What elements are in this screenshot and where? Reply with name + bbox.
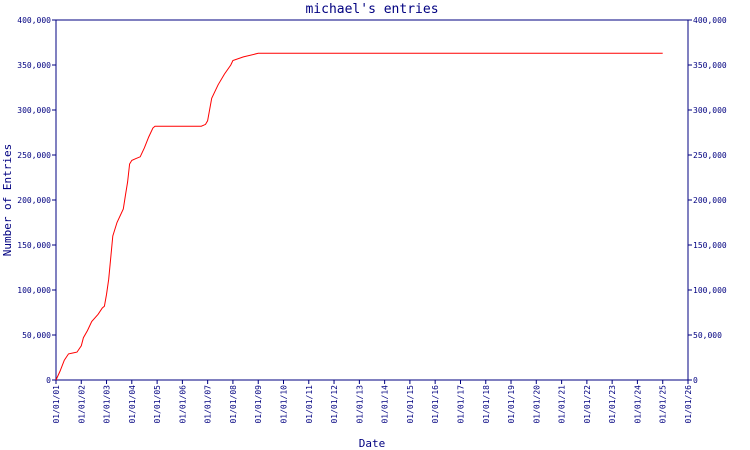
x-tick-label: 01/01/08 — [229, 385, 238, 424]
x-tick-label: 01/01/10 — [280, 385, 289, 424]
x-tick-label: 01/01/13 — [355, 385, 364, 424]
y-tick-label-right: 250,000 — [693, 151, 727, 160]
x-tick-label: 01/01/19 — [507, 385, 516, 424]
y-tick-label-left: 150,000 — [17, 241, 51, 250]
y-tick-label-left: 400,000 — [17, 16, 51, 25]
y-tick-label-right: 0 — [693, 376, 698, 385]
x-tick-label: 01/01/23 — [608, 385, 617, 424]
x-tick-label: 01/01/20 — [532, 385, 541, 424]
x-tick-label: 01/01/25 — [659, 385, 668, 424]
y-tick-label-right: 50,000 — [693, 331, 722, 340]
y-tick-label-left: 100,000 — [17, 286, 51, 295]
x-tick-label: 01/01/24 — [633, 385, 642, 424]
x-tick-label: 01/01/02 — [77, 385, 86, 424]
x-tick-label: 01/01/06 — [178, 385, 187, 424]
x-tick-label: 01/01/12 — [330, 385, 339, 424]
y-tick-label-left: 300,000 — [17, 106, 51, 115]
y-tick-label-left: 250,000 — [17, 151, 51, 160]
y-tick-label-right: 150,000 — [693, 241, 727, 250]
x-tick-label: 01/01/03 — [103, 385, 112, 424]
y-tick-label-left: 50,000 — [22, 331, 51, 340]
y-tick-label-left: 0 — [46, 376, 51, 385]
y-tick-label-right: 100,000 — [693, 286, 727, 295]
y-tick-label-right: 350,000 — [693, 61, 727, 70]
x-tick-label: 01/01/07 — [204, 385, 213, 424]
x-tick-label: 01/01/14 — [381, 385, 390, 424]
series-line — [55, 52, 663, 381]
x-tick-label: 01/01/09 — [254, 385, 263, 424]
y-tick-label-right: 400,000 — [693, 16, 727, 25]
x-tick-label: 01/01/17 — [456, 385, 465, 424]
x-tick-label: 01/01/22 — [583, 385, 592, 424]
x-tick-label: 01/01/05 — [153, 385, 162, 424]
x-axis-title: Date — [359, 437, 386, 450]
y-tick-label-right: 300,000 — [693, 106, 727, 115]
x-axis: 01/01/01 01/01/02 01/01/03 01/01/04 01/01/05… — [52, 380, 693, 424]
y-axis-title: Number of Entries — [1, 144, 14, 257]
plot-frame — [55, 19, 689, 381]
y-axis-right: 0 50,000 100,000 150,000 200,000 250,000 300,0… — [688, 16, 727, 385]
y-tick-label-right: 200,000 — [693, 196, 727, 205]
x-tick-label: 01/01/01 — [52, 385, 61, 424]
x-tick-label: 01/01/16 — [431, 385, 440, 424]
y-axis-left: 0 50,000 100,000 150,000 200,000 250,000 300,0… — [17, 16, 56, 385]
y-tick-label-left: 200,000 — [17, 196, 51, 205]
chart-title: michael's entries — [305, 2, 438, 17]
x-tick-label: 01/01/21 — [558, 385, 567, 424]
x-tick-label: 01/01/18 — [482, 385, 491, 424]
x-tick-label: 01/01/26 — [684, 385, 693, 424]
y-tick-label-left: 350,000 — [17, 61, 51, 70]
x-tick-label: 01/01/15 — [406, 385, 415, 424]
x-tick-label: 01/01/04 — [128, 385, 137, 424]
x-tick-label: 01/01/11 — [305, 385, 314, 424]
